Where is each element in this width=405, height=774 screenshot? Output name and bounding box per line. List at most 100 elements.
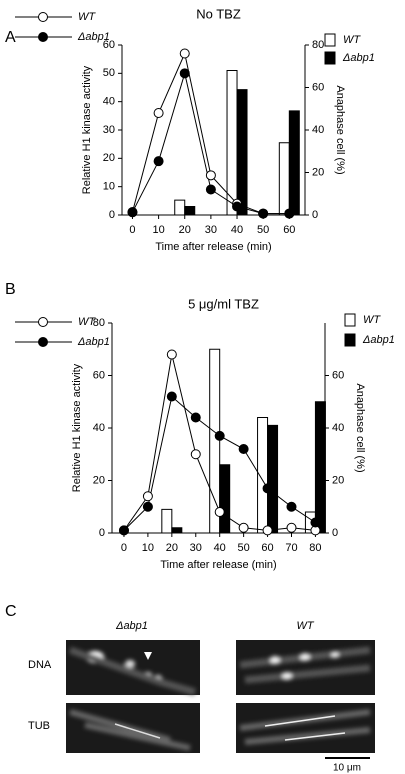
legend-swatch <box>324 51 336 65</box>
x-tick-label: 40 <box>214 542 226 554</box>
y2-tick-label: 20 <box>312 166 324 178</box>
x-tick-label: 60 <box>261 542 273 554</box>
y-tick-label: 50 <box>103 67 115 79</box>
x-tick-label: 30 <box>190 542 202 554</box>
chart-title: No TBZ <box>196 6 241 21</box>
marker <box>310 517 321 528</box>
x-tick-label: 0 <box>121 542 127 554</box>
y-axis-label: Relative H1 kinase activity <box>81 65 93 194</box>
scale-bar-label: 10 μm <box>333 763 361 774</box>
y-tick-label: 30 <box>103 124 115 136</box>
x-tick-label: 50 <box>257 224 269 236</box>
x-tick-label: 30 <box>205 224 217 236</box>
marker <box>153 156 164 167</box>
x-tick-label: 10 <box>152 224 164 236</box>
legend-label: WT <box>78 316 96 328</box>
x-tick-label: 50 <box>238 542 250 554</box>
legend-label: WT <box>363 314 381 326</box>
y2-tick-label: 0 <box>332 527 338 539</box>
marker <box>205 170 216 181</box>
bar <box>171 527 183 534</box>
x-axis-label: Time after release (min) <box>160 559 276 571</box>
x-tick-label: 20 <box>179 224 191 236</box>
legend-label: Δabp1 <box>77 31 110 43</box>
marker <box>214 507 225 517</box>
marker <box>284 208 295 219</box>
y-tick-label: 0 <box>109 209 115 221</box>
micrograph <box>66 640 200 696</box>
bar <box>161 508 173 534</box>
legend-swatch <box>344 333 356 347</box>
y-tick-label: 20 <box>103 152 115 164</box>
legend-label: Δabp1 <box>77 336 110 348</box>
x-tick-label: 60 <box>283 224 295 236</box>
bar <box>226 70 238 216</box>
panel-label: A <box>5 29 16 46</box>
marker <box>166 391 177 402</box>
marker <box>214 430 225 441</box>
marker <box>190 412 201 423</box>
y2-tick-label: 80 <box>312 39 324 51</box>
marker <box>286 522 297 533</box>
row-label: DNA <box>28 659 52 671</box>
legend-marker <box>38 12 48 22</box>
column-label: Δabp1 <box>115 620 148 632</box>
legend-swatch <box>344 313 356 327</box>
bar <box>278 142 290 216</box>
x-axis-label: Time after release (min) <box>155 241 271 253</box>
y2-tick-label: 40 <box>332 422 344 434</box>
y-tick-label: 60 <box>103 39 115 51</box>
y-tick-label: 20 <box>93 474 105 486</box>
y-tick-label: 0 <box>99 527 105 539</box>
marker <box>142 491 153 502</box>
y2-axis-label: Anaphase cell (%) <box>334 85 346 174</box>
bar <box>219 464 231 534</box>
legend-swatch <box>324 33 336 47</box>
marker <box>262 525 273 536</box>
bar <box>209 348 221 534</box>
marker <box>205 184 216 195</box>
marker <box>190 449 201 460</box>
legend-marker <box>38 32 48 42</box>
y2-tick-label: 40 <box>312 124 324 136</box>
y2-tick-label: 60 <box>332 369 344 381</box>
marker <box>153 108 164 118</box>
y-tick-label: 60 <box>93 369 105 381</box>
x-tick-label: 20 <box>166 542 178 554</box>
x-tick-label: 80 <box>309 542 321 554</box>
y-tick-label: 40 <box>93 422 105 434</box>
micrograph <box>66 703 200 753</box>
marker <box>166 349 177 360</box>
marker <box>127 207 138 218</box>
marker <box>179 48 190 59</box>
x-tick-label: 10 <box>142 542 154 554</box>
marker <box>238 522 249 533</box>
y-tick-label: 40 <box>103 96 115 108</box>
marker <box>118 525 129 536</box>
y-axis-label: Relative H1 kinase activity <box>71 363 83 492</box>
y2-tick-label: 20 <box>332 474 344 486</box>
legend-label: Δabp1 <box>342 52 375 64</box>
micrograph <box>236 640 375 695</box>
y2-tick-label: 60 <box>312 81 324 93</box>
legend-marker <box>38 317 48 327</box>
row-label: TUB <box>28 720 50 732</box>
column-label: WT <box>296 620 314 632</box>
chart-title: 5 μg/ml TBZ <box>188 296 259 311</box>
bar <box>314 401 326 534</box>
marker <box>258 208 269 219</box>
x-tick-label: 0 <box>129 224 135 236</box>
panel-label: C <box>5 603 17 620</box>
y-tick-label: 10 <box>103 181 115 193</box>
marker <box>238 444 249 454</box>
bar <box>184 206 196 216</box>
bar <box>236 89 248 216</box>
x-tick-label: 70 <box>285 542 297 554</box>
bar <box>267 424 279 534</box>
marker <box>262 483 273 494</box>
legend-label: WT <box>343 34 361 46</box>
y-tick-label: 80 <box>93 317 105 329</box>
y2-tick-label: 0 <box>312 209 318 221</box>
marker <box>286 501 297 512</box>
